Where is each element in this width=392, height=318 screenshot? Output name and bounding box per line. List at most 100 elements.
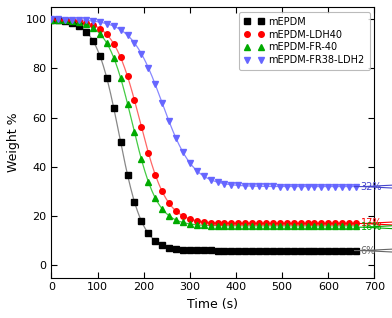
mEPDM-LDH40 <box>49 17 54 21</box>
mEPDM-FR-40 <box>56 18 61 22</box>
mEPDM-FR38-LDH2 <box>98 20 102 24</box>
mEPDM <box>298 249 303 252</box>
mEPDM-FR38-LDH2 <box>257 184 261 188</box>
mEPDM-FR-40 <box>229 224 234 228</box>
mEPDM <box>98 54 102 58</box>
Text: 16%: 16% <box>355 222 392 232</box>
mEPDM-FR-40 <box>250 224 254 228</box>
mEPDM-FR38-LDH2 <box>118 28 123 32</box>
mEPDM <box>77 24 82 28</box>
mEPDM <box>160 243 165 247</box>
mEPDM <box>70 21 74 25</box>
mEPDM-FR38-LDH2 <box>264 184 269 188</box>
mEPDM-LDH40 <box>208 221 213 225</box>
mEPDM-LDH40 <box>56 18 61 22</box>
mEPDM <box>139 219 144 223</box>
mEPDM-LDH40 <box>104 32 109 36</box>
mEPDM-LDH40 <box>305 222 310 225</box>
mEPDM-FR-40 <box>347 224 352 228</box>
mEPDM <box>319 249 324 252</box>
mEPDM-FR38-LDH2 <box>153 82 158 86</box>
mEPDM-LDH40 <box>98 27 102 31</box>
mEPDM-FR-40 <box>63 18 67 22</box>
Legend: mEPDM, mEPDM-LDH40, mEPDM-FR-40, mEPDM-FR38-LDH2: mEPDM, mEPDM-LDH40, mEPDM-FR-40, mEPDM-F… <box>240 12 370 70</box>
mEPDM-FR38-LDH2 <box>167 120 171 123</box>
mEPDM-LDH40 <box>111 42 116 45</box>
mEPDM-FR38-LDH2 <box>139 52 144 56</box>
mEPDM <box>201 248 206 252</box>
mEPDM-LDH40 <box>77 19 82 23</box>
mEPDM-LDH40 <box>236 221 241 225</box>
mEPDM-LDH40 <box>298 222 303 225</box>
mEPDM-FR-40 <box>98 32 102 36</box>
mEPDM <box>104 76 109 80</box>
mEPDM-LDH40 <box>160 190 165 193</box>
mEPDM <box>63 19 67 23</box>
mEPDM-FR-40 <box>264 224 269 228</box>
mEPDM <box>291 249 296 252</box>
mEPDM-FR38-LDH2 <box>333 185 338 189</box>
mEPDM <box>354 249 358 252</box>
mEPDM-FR38-LDH2 <box>298 185 303 189</box>
mEPDM-LDH40 <box>63 18 67 22</box>
mEPDM-LDH40 <box>146 151 151 155</box>
mEPDM <box>194 248 199 252</box>
mEPDM-FR38-LDH2 <box>340 185 345 189</box>
mEPDM-FR-40 <box>236 224 241 228</box>
mEPDM-FR38-LDH2 <box>229 183 234 187</box>
mEPDM-FR38-LDH2 <box>63 17 67 21</box>
mEPDM-LDH40 <box>181 214 185 218</box>
mEPDM-FR-40 <box>340 224 345 228</box>
mEPDM-LDH40 <box>340 222 345 225</box>
mEPDM-LDH40 <box>215 221 220 225</box>
mEPDM-LDH40 <box>264 222 269 225</box>
mEPDM <box>181 248 185 252</box>
mEPDM-FR-40 <box>291 224 296 228</box>
mEPDM <box>174 247 178 251</box>
mEPDM-LDH40 <box>229 221 234 225</box>
mEPDM-FR38-LDH2 <box>91 19 95 23</box>
mEPDM-FR38-LDH2 <box>132 41 137 45</box>
mEPDM-FR-40 <box>132 130 137 134</box>
mEPDM-FR38-LDH2 <box>236 183 241 187</box>
mEPDM <box>278 249 282 252</box>
mEPDM <box>305 249 310 252</box>
mEPDM <box>257 249 261 252</box>
mEPDM-FR-40 <box>208 224 213 227</box>
mEPDM-FR-40 <box>298 224 303 228</box>
mEPDM <box>347 249 352 252</box>
mEPDM-LDH40 <box>270 222 275 225</box>
mEPDM <box>49 18 54 22</box>
mEPDM-LDH40 <box>91 23 95 27</box>
mEPDM <box>111 106 116 110</box>
mEPDM-FR-40 <box>278 224 282 228</box>
mEPDM-FR38-LDH2 <box>347 185 352 189</box>
mEPDM-FR38-LDH2 <box>270 184 275 188</box>
mEPDM-FR-40 <box>354 224 358 228</box>
mEPDM-LDH40 <box>201 220 206 224</box>
mEPDM-FR38-LDH2 <box>215 180 220 184</box>
mEPDM <box>56 18 61 22</box>
mEPDM <box>229 249 234 252</box>
mEPDM-LDH40 <box>187 217 192 221</box>
X-axis label: Time (s): Time (s) <box>187 298 238 311</box>
mEPDM <box>333 249 338 252</box>
mEPDM-LDH40 <box>125 74 130 78</box>
mEPDM-LDH40 <box>132 98 137 102</box>
mEPDM-FR38-LDH2 <box>312 185 317 189</box>
mEPDM <box>118 140 123 144</box>
mEPDM-LDH40 <box>291 222 296 225</box>
mEPDM-LDH40 <box>194 219 199 223</box>
mEPDM-FR38-LDH2 <box>187 161 192 165</box>
mEPDM-LDH40 <box>278 222 282 225</box>
mEPDM-LDH40 <box>153 173 158 176</box>
mEPDM-FR-40 <box>174 218 178 222</box>
Text: 6%: 6% <box>355 245 392 256</box>
mEPDM-FR-40 <box>118 76 123 80</box>
mEPDM-FR38-LDH2 <box>49 17 54 21</box>
mEPDM <box>243 249 248 252</box>
mEPDM <box>270 249 275 252</box>
Line: mEPDM-FR-40: mEPDM-FR-40 <box>49 17 359 229</box>
mEPDM-FR-40 <box>319 224 324 228</box>
mEPDM-FR-40 <box>257 224 261 228</box>
